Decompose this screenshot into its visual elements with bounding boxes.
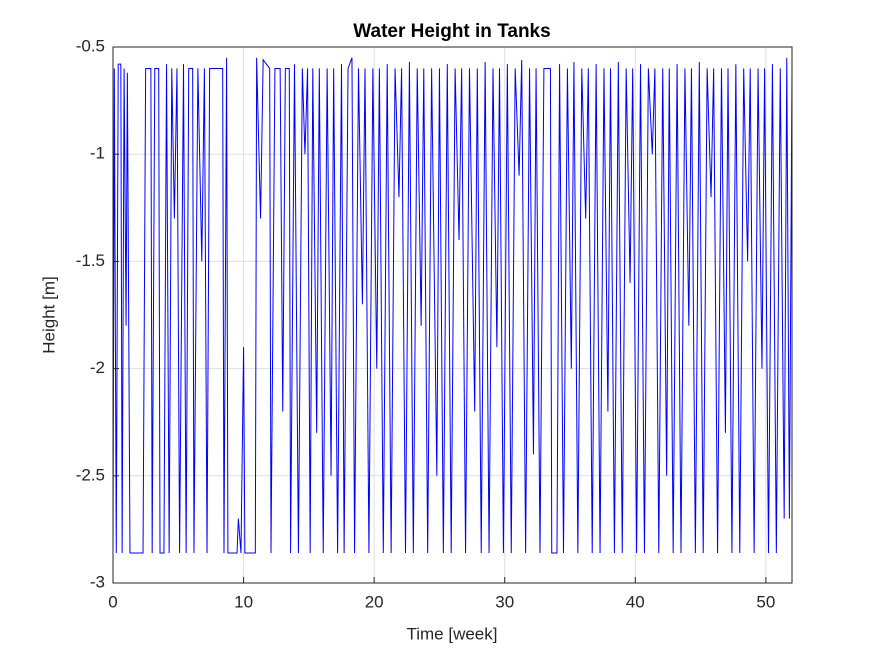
x-axis-label: Time [week]	[406, 624, 497, 643]
axes-box	[112, 46, 793, 584]
y-tick-label: -1	[90, 144, 105, 163]
x-tick-label: 40	[626, 592, 645, 611]
x-tick-label: 0	[108, 592, 117, 611]
y-tick-label: -0.5	[76, 36, 105, 55]
x-tick-label: 20	[365, 592, 384, 611]
data-line	[112, 57, 793, 554]
x-tick-label: 10	[234, 592, 253, 611]
chart-title: Water Height in Tanks	[353, 21, 550, 42]
plot-area	[113, 47, 792, 583]
y-tick-label: -2	[90, 358, 105, 377]
ticks: 0 10 20 30 40 50 -3 -2.5 -2 -1.5 -1 -0.5	[76, 36, 776, 611]
y-tick-label: -2.5	[76, 465, 105, 484]
x-tick-label: 50	[756, 592, 775, 611]
plot	[112, 57, 793, 554]
y-tick-label: -1.5	[76, 251, 105, 270]
x-tick-label: 30	[495, 592, 514, 611]
y-axis-label: Height [m]	[39, 276, 58, 353]
y-tick-label: -3	[90, 572, 105, 591]
